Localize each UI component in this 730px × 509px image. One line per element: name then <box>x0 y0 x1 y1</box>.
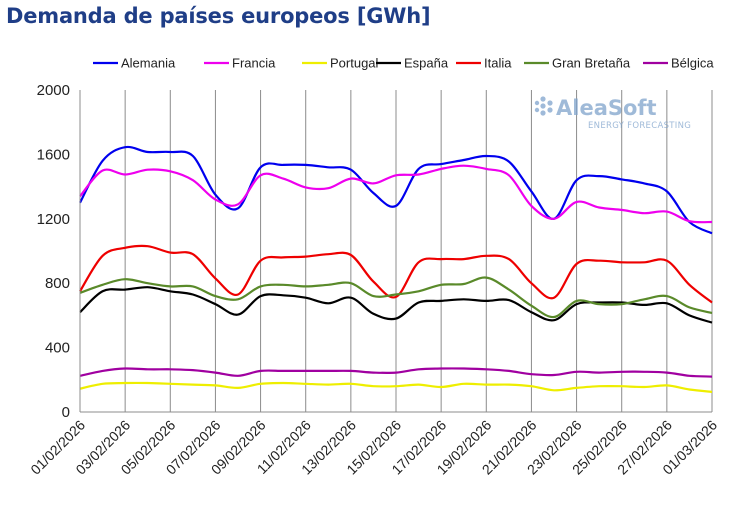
series-line-italia <box>79 244 713 304</box>
series-lines <box>79 145 713 393</box>
y-tick-label: 1600 <box>37 146 70 163</box>
y-tick-label: 2000 <box>37 82 70 99</box>
legend-label-espana: España <box>404 56 449 71</box>
vertical-gridlines <box>79 90 713 412</box>
page-title: Demanda de países europeos [GWh] <box>6 4 431 28</box>
series-line-portugal <box>79 381 713 393</box>
legend-label-alemania: Alemania <box>121 56 176 71</box>
axes <box>79 90 712 413</box>
series-line-francia <box>79 164 713 224</box>
watermark-tagline: ENERGY FORECASTING <box>588 121 691 131</box>
y-axis-ticks: 0 400 800 1200 1600 2000 <box>37 82 70 421</box>
x-axis-ticks: 01/02/202603/02/202605/02/202607/02/2026… <box>27 417 720 478</box>
legend-label-portugal: Portugal <box>330 56 379 71</box>
watermark-logo: AleaSoft ENERGY FORECASTING <box>534 96 691 131</box>
y-tick-label: 1200 <box>37 211 70 228</box>
watermark-brand: AleaSoft <box>556 96 657 120</box>
y-tick-label: 400 <box>45 340 70 357</box>
y-tick-label: 800 <box>45 275 70 292</box>
legend-label-gran-bretana: Gran Bretaña <box>552 56 631 71</box>
legend: Alemania Francia Portugal España Italia Gran … <box>93 56 714 71</box>
series-line-belgica <box>79 367 713 378</box>
legend-label-francia: Francia <box>232 56 276 71</box>
series-line-alemania <box>79 145 713 235</box>
legend-label-italia: Italia <box>484 56 512 71</box>
series-line-gran-bretana <box>79 276 713 319</box>
series-line-espana <box>79 286 713 324</box>
y-tick-label: 0 <box>62 404 70 421</box>
legend-label-belgica: Bélgica <box>671 56 714 71</box>
watermark-dots-icon <box>534 96 553 116</box>
